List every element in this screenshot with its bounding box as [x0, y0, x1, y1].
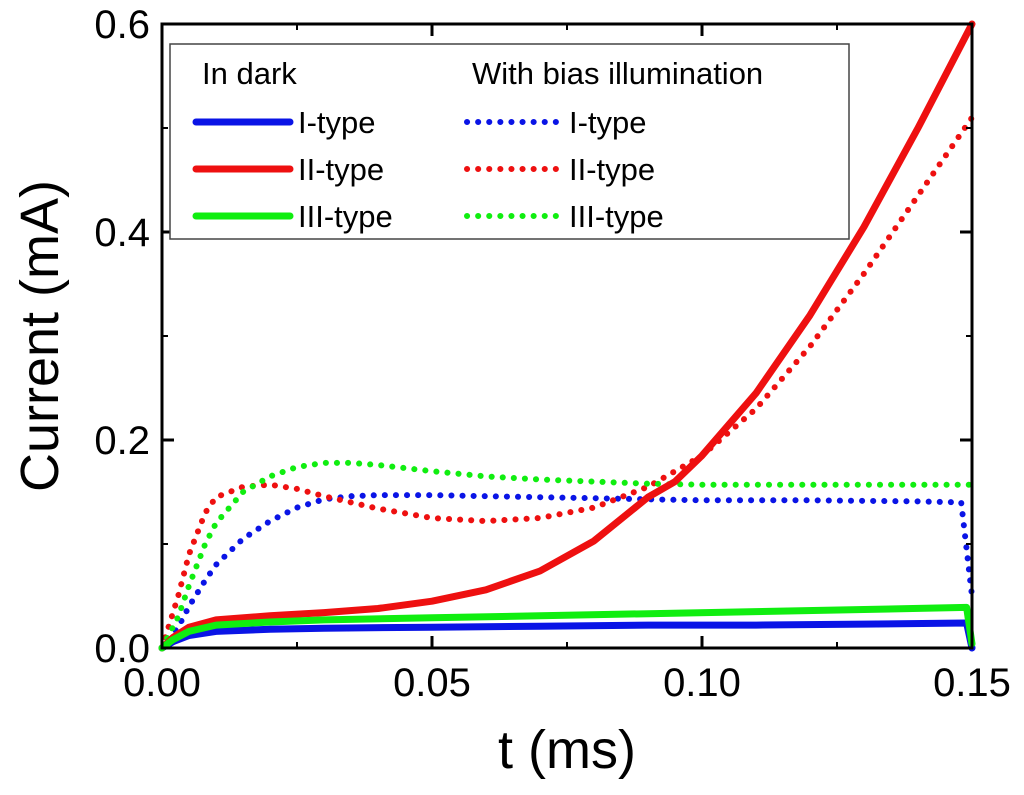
legend-label-dark-i-type: I-type	[298, 105, 376, 140]
x-tick-label: 0.05	[393, 661, 471, 705]
x-axis-label: t (ms)	[498, 720, 636, 780]
series-dark-ii-type	[158, 20, 976, 652]
series-layer	[158, 20, 976, 652]
series-dark-i-type	[158, 619, 976, 652]
series-dark-iii-type	[158, 603, 976, 652]
legend-header-illuminated: With bias illumination	[472, 56, 763, 91]
legend-label-illuminated-ii-type: II-type	[569, 152, 655, 187]
legend-box	[169, 43, 850, 240]
legend-header-dark: In dark	[202, 56, 297, 91]
x-tick-label: 0.10	[663, 661, 741, 705]
ticks-layer: 0.00 0.05 0.10 0.15 0.0 0.2 0.4 0.6	[94, 3, 1011, 705]
series-illuminated-ii-type	[159, 114, 975, 651]
y-tick-label: 0.2	[94, 419, 150, 463]
y-axis-label: Current (mA)	[10, 180, 70, 492]
legend: In dark With bias illumination I-type II-…	[169, 43, 850, 240]
legend-label-illuminated-i-type: I-type	[569, 105, 647, 140]
y-tick-label: 0.4	[94, 211, 150, 255]
legend-label-dark-iii-type: III-type	[298, 199, 393, 234]
legend-entries: I-type II-type III-type I-type II-type III-ty…	[192, 105, 664, 234]
legend-label-dark-ii-type: II-type	[298, 152, 384, 187]
legend-label-illuminated-iii-type: III-type	[569, 199, 664, 234]
x-tick-label: 0.15	[933, 661, 1011, 705]
x-tick-label: 0.00	[123, 661, 201, 705]
y-tick-label: 0.6	[94, 3, 150, 47]
series-illuminated-i-type	[159, 492, 975, 651]
series-illuminated-iii-type	[159, 459, 975, 651]
y-tick-label: 0.0	[94, 627, 150, 671]
